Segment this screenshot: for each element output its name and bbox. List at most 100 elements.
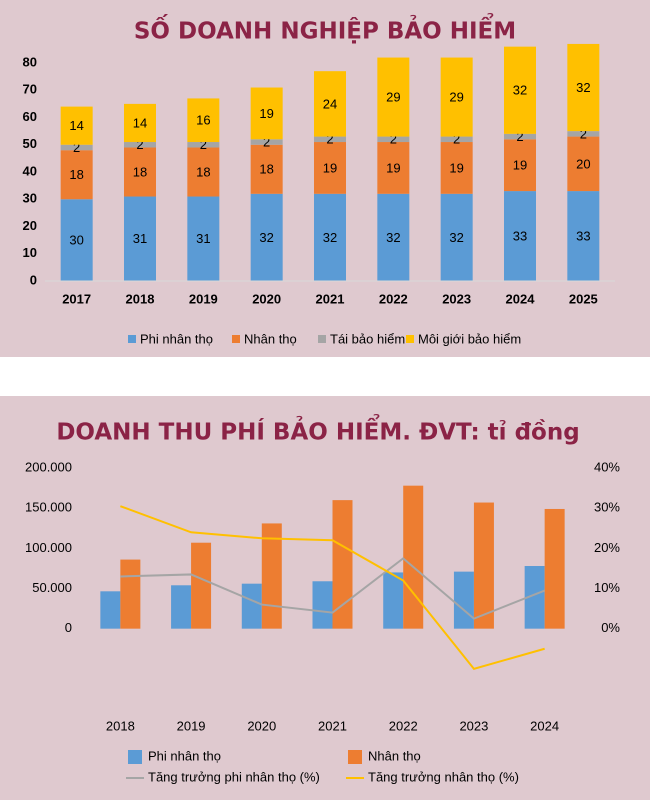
y2-tick-label: 20% — [594, 540, 620, 555]
line-series — [120, 505, 545, 670]
bar-segment — [567, 136, 600, 192]
x-tick-label: 2021 — [318, 718, 347, 733]
legend-label: Tăng trưởng nhân thọ (%) — [368, 769, 519, 784]
data-label: 33 — [513, 228, 527, 243]
bar-segment — [314, 142, 346, 194]
bar — [171, 585, 192, 629]
legend-label: Tăng trưởng phi nhân thọ (%) — [148, 769, 320, 784]
data-label: 24 — [323, 96, 337, 111]
data-label: 32 — [386, 230, 400, 245]
data-label: 14 — [69, 118, 83, 133]
chart-stacked: SỐ DOANH NGHIỆP BẢO HIỂM 0 10 20 30 40 50 60 70 8… — [0, 0, 650, 357]
y-tick-label: 40 — [23, 163, 37, 178]
legend-swatch — [406, 335, 414, 343]
data-label: 2 — [326, 132, 333, 147]
data-label: 18 — [133, 164, 147, 179]
bar-segment — [60, 144, 93, 151]
y-tick-label: 10 — [23, 245, 37, 260]
bar-segment — [440, 57, 473, 137]
bar-segment — [250, 193, 283, 281]
x-tick-label: 2019 — [177, 718, 206, 733]
data-label: 18 — [259, 162, 273, 177]
bar-segment — [187, 142, 220, 148]
bar — [120, 559, 141, 629]
bar — [403, 485, 424, 629]
bar-segment — [314, 71, 346, 137]
chart-title: SỐ DOANH NGHIỆP BẢO HIỂM — [134, 14, 516, 45]
data-label: 32 — [259, 230, 273, 245]
bar — [332, 500, 353, 629]
line-series — [120, 557, 546, 620]
bar — [312, 581, 333, 629]
data-label: 14 — [133, 115, 147, 130]
data-label: 2 — [390, 132, 397, 147]
data-label: 2 — [580, 126, 587, 141]
bar-segment — [60, 106, 93, 145]
x-tick-label: 2022 — [379, 291, 408, 306]
bar-segment — [567, 191, 600, 281]
y-tick-label: 80 — [23, 54, 37, 69]
y-tick-label: 150.000 — [25, 500, 72, 515]
data-label: 32 — [323, 230, 337, 245]
legend-label: Môi giới bảo hiểm — [418, 331, 521, 346]
x-tick-label: 2018 — [106, 718, 135, 733]
bar-segment — [187, 98, 220, 143]
y-tick-label: 0 — [30, 272, 37, 287]
bar-segment — [567, 43, 600, 132]
bar — [524, 566, 545, 629]
data-label: 32 — [576, 80, 590, 95]
legend-swatch — [318, 335, 326, 343]
data-label: 18 — [69, 167, 83, 182]
bar-segment — [187, 196, 220, 281]
bar-segment — [250, 139, 283, 145]
bar — [261, 523, 282, 629]
x-tick-label: 2024 — [506, 291, 536, 306]
bar — [383, 572, 404, 629]
bar-segment — [124, 196, 156, 281]
legend-swatch — [232, 335, 240, 343]
bar-segment — [377, 193, 410, 281]
x-tick-label: 2020 — [252, 291, 281, 306]
data-label: 20 — [576, 156, 590, 171]
y-tick-label: 100.000 — [25, 540, 72, 555]
data-label: 2 — [73, 140, 80, 155]
legend-label: Phi nhân thọ — [140, 331, 213, 346]
bar-segment — [504, 46, 536, 134]
data-label: 32 — [449, 230, 463, 245]
y-tick-label: 0 — [65, 620, 72, 635]
bar — [453, 571, 474, 629]
bar-segment — [124, 103, 156, 143]
chart-combo: DOANH THU PHÍ BẢO HIỂM. ĐVT: tỉ đồng 0 50.… — [0, 396, 650, 800]
bar-segment — [60, 199, 93, 281]
bar-segment — [504, 133, 536, 140]
bar — [191, 542, 212, 629]
x-tick-label: 2017 — [62, 291, 91, 306]
data-label: 19 — [386, 160, 400, 175]
bar-segment — [314, 193, 346, 281]
bar-segment — [440, 136, 473, 143]
data-label: 16 — [196, 113, 210, 128]
bar-segment — [504, 139, 536, 192]
x-tick-label: 2021 — [316, 291, 345, 306]
bar-segment — [60, 150, 93, 200]
legend-swatch — [128, 750, 142, 764]
x-tick-label: 2023 — [442, 291, 471, 306]
data-label: 2 — [263, 134, 270, 149]
data-label: 2 — [200, 137, 207, 152]
x-tick-label: 2019 — [189, 291, 218, 306]
data-label: 29 — [449, 90, 463, 105]
x-tick-label: 2024 — [530, 718, 559, 733]
bar — [100, 591, 121, 629]
data-label: 31 — [196, 231, 210, 246]
y-tick-label: 70 — [23, 82, 37, 97]
bar-segment — [250, 144, 283, 194]
y2-tick-label: 40% — [594, 459, 620, 474]
legend-label: Nhân thọ — [244, 331, 297, 346]
y-tick-label: 50.000 — [32, 580, 72, 595]
bar-segment — [440, 193, 473, 281]
bar-segment — [187, 147, 220, 197]
x-tick-label: 2022 — [389, 718, 418, 733]
y-tick-label: 30 — [23, 191, 37, 206]
bar-segment — [250, 87, 283, 140]
bar-segment — [504, 191, 536, 281]
